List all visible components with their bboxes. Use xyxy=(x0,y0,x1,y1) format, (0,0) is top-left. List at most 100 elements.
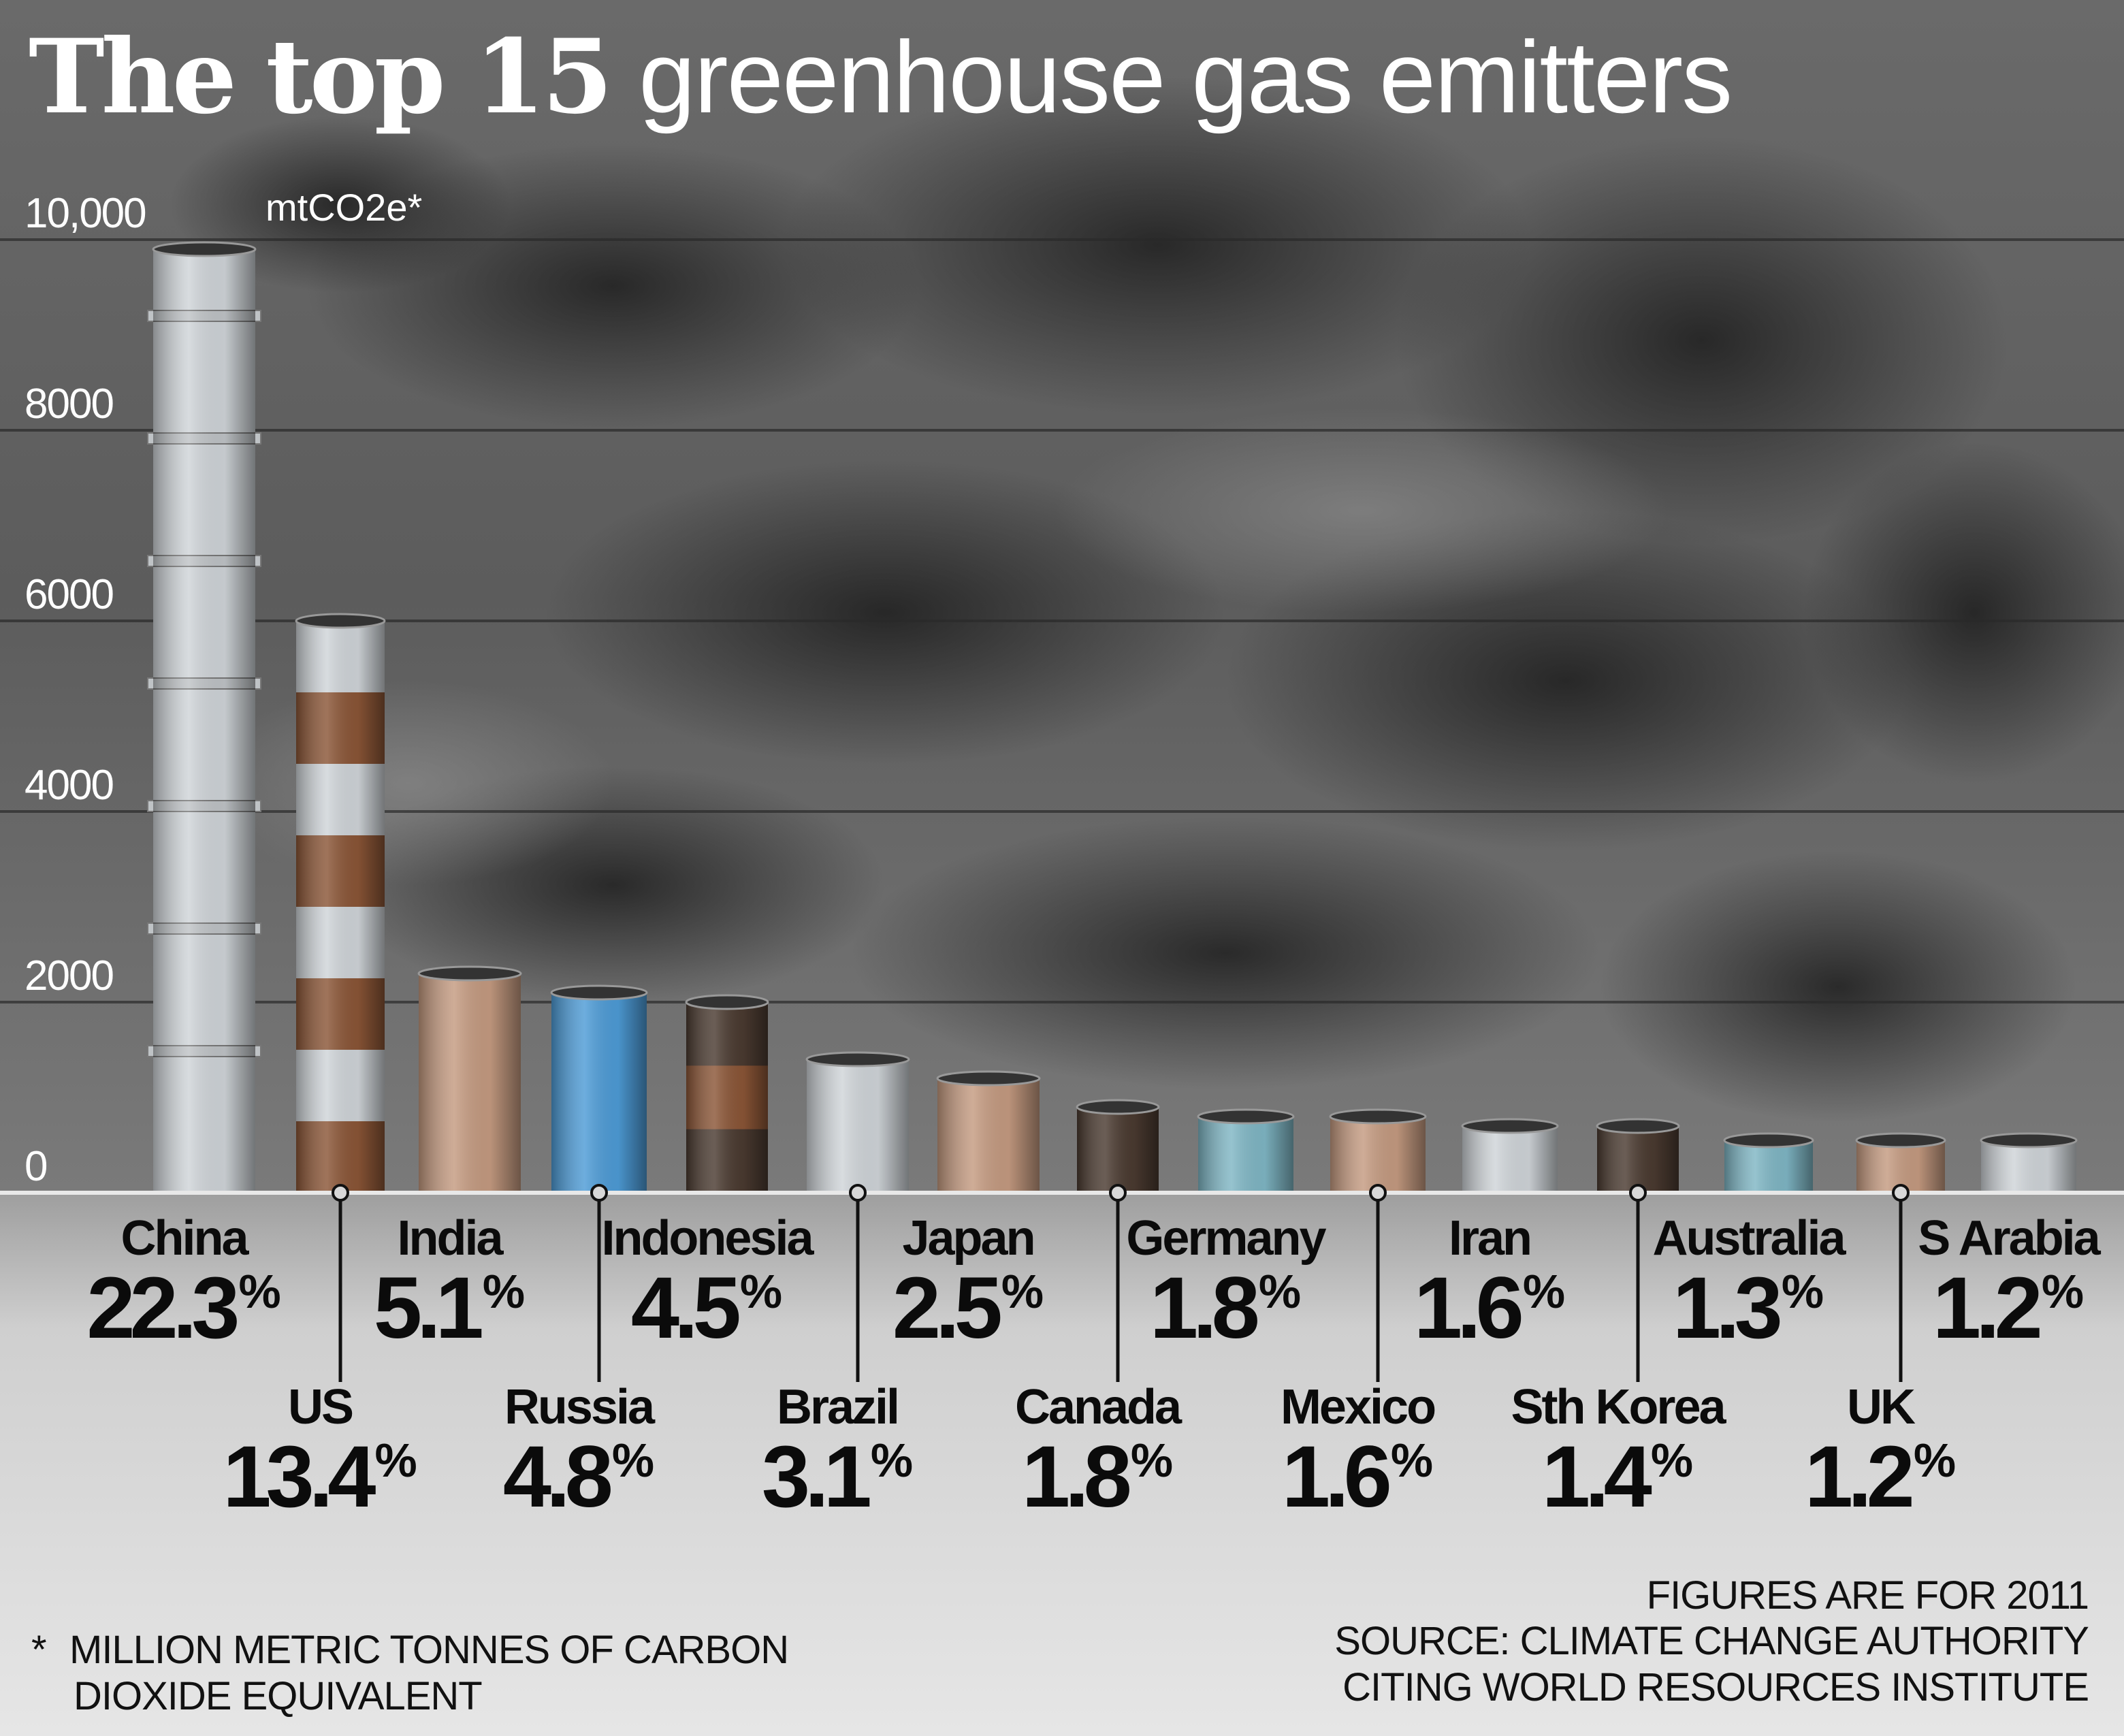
country-name: India xyxy=(397,1211,503,1266)
country-name: Canada xyxy=(1014,1380,1182,1434)
smoke-cloud-7 xyxy=(851,817,1600,1089)
percent-sign: % xyxy=(238,1264,281,1318)
source-line2: SOURCE: CLIMATE CHANGE AUTHORITY xyxy=(1334,1619,2089,1664)
label-russia: Russia 4.8% xyxy=(503,1380,655,1521)
share-value: 4.5% xyxy=(601,1264,811,1352)
label-sth-korea: Sth Korea 1.4% xyxy=(1511,1380,1726,1521)
percent-sign: % xyxy=(482,1264,526,1318)
label-band xyxy=(0,1193,2124,1736)
share-number: 1.2 xyxy=(1804,1428,1915,1526)
y-tick-2000: 2000 xyxy=(25,952,114,999)
leader-dot-8 xyxy=(1109,1184,1127,1202)
share-value: 5.1% xyxy=(374,1264,526,1352)
country-name: Indonesia xyxy=(601,1211,814,1266)
percent-sign: % xyxy=(1001,1264,1044,1318)
leader-dot-4 xyxy=(590,1184,608,1202)
country-name: S Arabia xyxy=(1918,1211,2100,1266)
label-brazil: Brazil 3.1% xyxy=(762,1380,913,1521)
share-number: 1.6 xyxy=(1281,1428,1392,1526)
share-value: 22.3% xyxy=(86,1264,281,1352)
label-mexico: Mexico 1.6% xyxy=(1281,1381,1436,1521)
label-australia: Australia 1.3% xyxy=(1652,1211,1846,1352)
bar-germany xyxy=(1197,1108,1295,1193)
leader-dot-14 xyxy=(1892,1184,1910,1202)
footnote: * MILLION METRIC TONNES OF CARBON DIOXIDE… xyxy=(31,1627,789,1720)
country-name: Australia xyxy=(1652,1211,1846,1266)
y-tick-8000: 8000 xyxy=(25,381,114,428)
leader-dot-10 xyxy=(1369,1184,1387,1202)
percent-sign: % xyxy=(1390,1433,1434,1487)
bar-canada xyxy=(1076,1099,1160,1193)
percent-sign: % xyxy=(739,1264,783,1318)
bar-iran xyxy=(1461,1118,1559,1193)
share-number: 1.2 xyxy=(1932,1259,2043,1357)
title-bold: The top 15 xyxy=(29,17,613,137)
label-india: India 5.1% xyxy=(374,1211,526,1352)
percent-sign: % xyxy=(1130,1433,1174,1487)
country-name: UK xyxy=(1847,1380,1916,1434)
label-indonesia: Indonesia 4.5% xyxy=(601,1211,814,1352)
bar-japan xyxy=(936,1070,1041,1193)
bar-china xyxy=(147,241,261,1193)
share-number: 13.4 xyxy=(223,1428,376,1526)
bar-india xyxy=(417,965,522,1193)
chart-title: The top 15 greenhouse gas emitters xyxy=(29,26,1733,129)
y-tick-6000: 6000 xyxy=(25,571,114,618)
leader-dot-12 xyxy=(1629,1184,1647,1202)
label-china: China 22.3% xyxy=(86,1211,281,1352)
bar-australia xyxy=(1723,1132,1814,1193)
share-number: 4.5 xyxy=(630,1259,741,1357)
country-name: Iran xyxy=(1448,1211,1532,1266)
source-line1: FIGURES ARE FOR 2011 xyxy=(1646,1573,2089,1618)
share-value: 3.1% xyxy=(762,1433,913,1521)
percent-sign: % xyxy=(1913,1433,1957,1487)
smoke-cloud-11 xyxy=(1804,443,2124,783)
label-leader-lines xyxy=(332,1184,1910,1382)
country-name: Brazil xyxy=(776,1380,900,1434)
smoke-cloud-8 xyxy=(1600,851,2076,1123)
share-value: 1.4% xyxy=(1511,1433,1724,1521)
footnote-marker: * xyxy=(31,1628,47,1672)
share-number: 1.8 xyxy=(1021,1428,1132,1526)
share-value: 1.8% xyxy=(1126,1264,1324,1352)
country-name: US xyxy=(287,1380,354,1434)
smoke-cloud-9 xyxy=(204,681,613,885)
bar-sth-korea xyxy=(1596,1118,1680,1193)
share-value: 4.8% xyxy=(503,1433,655,1521)
leader-dot-2 xyxy=(332,1184,349,1202)
y-tick-4000: 4000 xyxy=(25,762,114,809)
country-name: Russia xyxy=(504,1380,655,1434)
leader-dot-6 xyxy=(849,1184,867,1202)
bar-brazil xyxy=(805,1051,910,1193)
bar-russia xyxy=(550,984,648,1193)
share-number: 1.4 xyxy=(1541,1428,1652,1526)
smoke-cloud-2 xyxy=(783,75,1532,415)
label-canada: Canada 1.8% xyxy=(1014,1380,1182,1521)
bar-indonesia xyxy=(685,994,769,1193)
country-name: Sth Korea xyxy=(1511,1380,1726,1434)
label-germany: Germany 1.8% xyxy=(1126,1211,1326,1352)
share-number: 1.6 xyxy=(1413,1259,1524,1357)
country-name: China xyxy=(120,1211,248,1266)
share-number: 22.3 xyxy=(86,1259,240,1357)
share-number: 4.8 xyxy=(502,1428,613,1526)
country-name: Germany xyxy=(1126,1211,1326,1266)
source-note: FIGURES ARE FOR 2011 SOURCE: CLIMATE CHA… xyxy=(1334,1573,2089,1710)
percent-sign: % xyxy=(611,1433,655,1487)
chimney-bars xyxy=(147,241,2078,1193)
label-us: US 13.4% xyxy=(223,1380,417,1521)
title-light: greenhouse gas emitters xyxy=(639,20,1733,134)
footnote-line1: MILLION METRIC TONNES OF CARBON xyxy=(69,1628,789,1672)
bar-s-arabia xyxy=(1980,1132,2078,1193)
y-tick-0: 0 xyxy=(25,1143,48,1190)
y-axis-unit-label: mtCO2e* xyxy=(266,186,423,229)
label-iran: Iran 1.6% xyxy=(1414,1211,1565,1352)
label-uk: UK 1.2% xyxy=(1805,1380,1957,1521)
y-tick-10000: 10,000 xyxy=(25,190,147,237)
label-japan: Japan 2.5% xyxy=(892,1211,1044,1352)
share-number: 5.1 xyxy=(373,1259,484,1357)
country-name: Japan xyxy=(902,1211,1035,1266)
share-number: 2.5 xyxy=(892,1259,1003,1357)
